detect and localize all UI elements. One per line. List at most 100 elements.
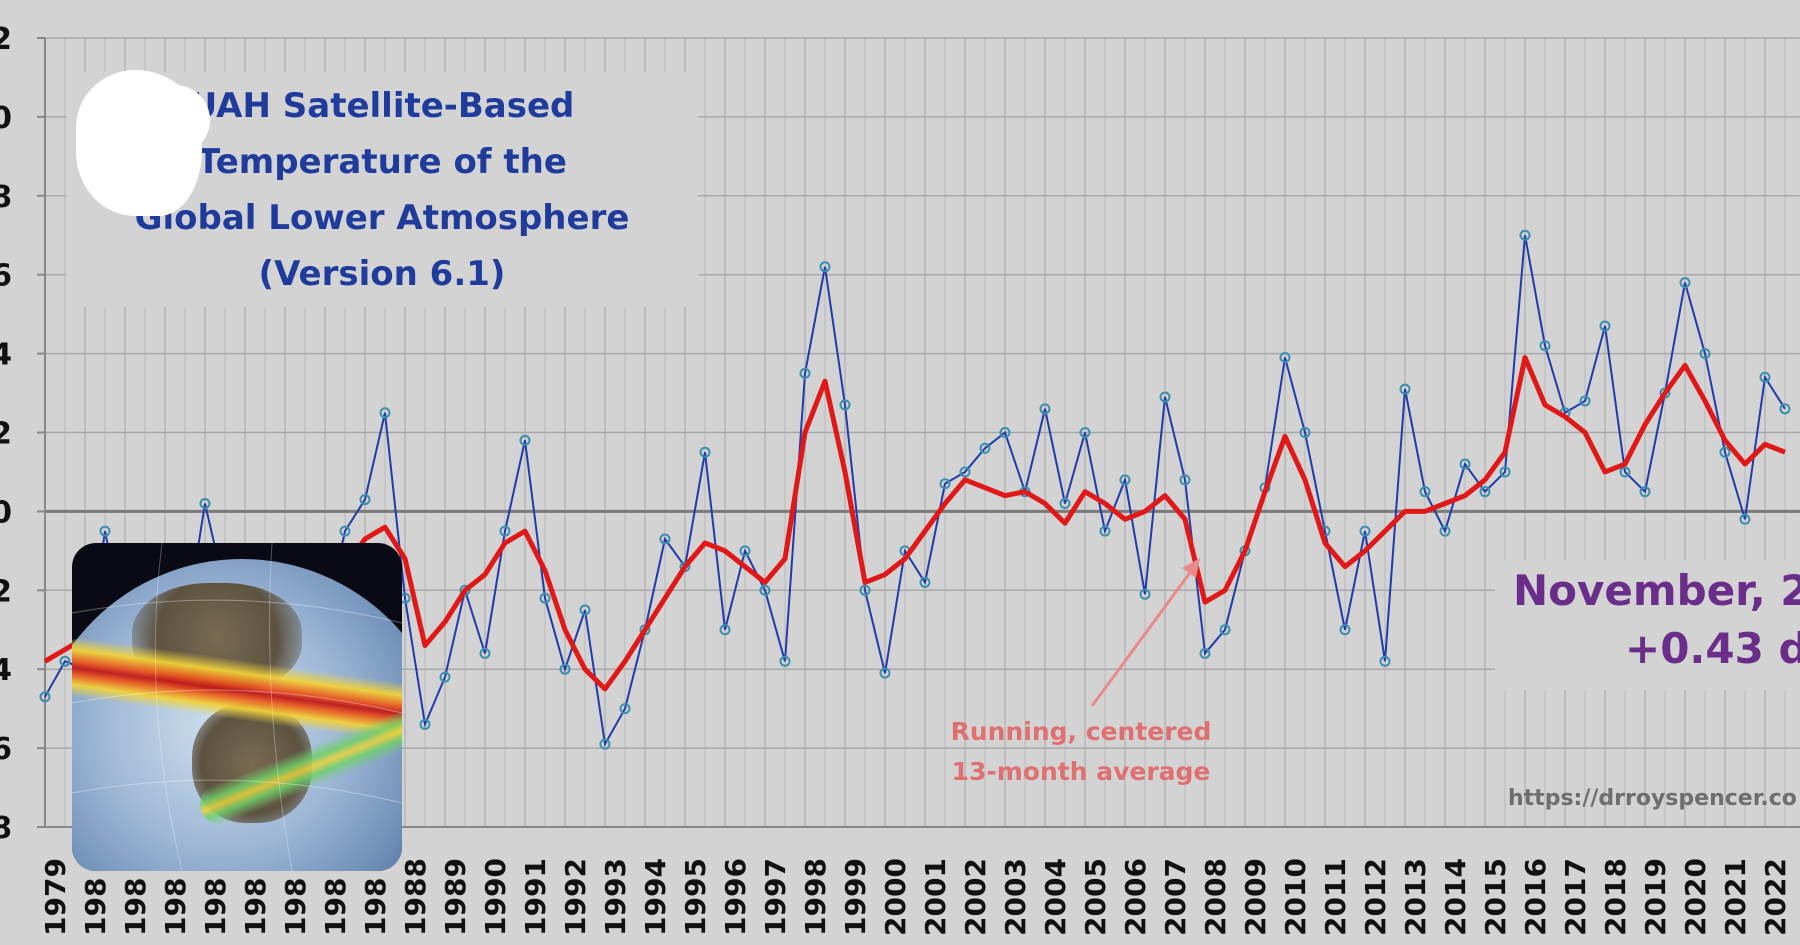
x-tick-label: 2005 bbox=[1079, 858, 1112, 936]
monthly-anomaly-point bbox=[479, 647, 491, 659]
monthly-anomaly-point bbox=[359, 494, 371, 506]
monthly-anomaly-point bbox=[659, 533, 671, 545]
monthly-anomaly-point bbox=[1599, 320, 1611, 332]
monthly-anomaly-point bbox=[739, 545, 751, 557]
chart-title-line-4: (Version 6.1) bbox=[258, 254, 506, 294]
x-tick-label: 2020 bbox=[1679, 858, 1712, 936]
x-tick-label: 2021 bbox=[1719, 858, 1752, 936]
x-tick-label: 1989 bbox=[439, 858, 472, 936]
monthly-anomaly-point bbox=[339, 525, 351, 537]
x-tick-labels: 1979 198 198 198 198 198 198 198 198 1988 1989 1990… bbox=[39, 858, 1792, 936]
monthly-anomaly-point bbox=[1179, 474, 1191, 486]
x-tick-label: 1998 bbox=[799, 858, 832, 936]
white-blob-shape-tail bbox=[140, 85, 210, 155]
monthly-anomaly-point bbox=[419, 718, 431, 730]
source-url: https://drroyspencer.co bbox=[1508, 786, 1797, 811]
x-tick-label: 2003 bbox=[999, 858, 1032, 936]
x-tick-label: 1990 bbox=[479, 858, 512, 936]
monthly-anomaly-point bbox=[1699, 348, 1711, 360]
annotation-arrow-head bbox=[1182, 558, 1200, 578]
x-tick-label: 2014 bbox=[1439, 858, 1472, 936]
y-tick-label: 4 bbox=[0, 338, 12, 373]
monthly-anomaly-point bbox=[1679, 277, 1691, 289]
monthly-anomaly-point bbox=[1199, 647, 1211, 659]
monthly-anomaly-point bbox=[539, 592, 551, 604]
monthly-anomaly-point bbox=[99, 525, 111, 537]
y-tick-labels: 8 6 4 2 0 2 4 6 8 0 2 bbox=[0, 22, 12, 846]
x-tick-label: 1994 bbox=[639, 858, 672, 936]
monthly-anomaly-point bbox=[1619, 466, 1631, 478]
monthly-anomaly-point bbox=[379, 407, 391, 419]
y-tick-label: 2 bbox=[0, 417, 12, 452]
monthly-anomaly-point bbox=[1759, 371, 1771, 383]
monthly-anomaly-point bbox=[499, 525, 511, 537]
monthly-anomaly-point bbox=[1739, 513, 1751, 525]
monthly-anomaly-point bbox=[519, 434, 531, 446]
x-tick-label: 198 bbox=[119, 878, 152, 936]
x-tick-label: 2004 bbox=[1039, 858, 1072, 936]
x-tick-label: 2018 bbox=[1599, 858, 1632, 936]
monthly-anomaly-point bbox=[779, 655, 791, 667]
x-tick-label: 1979 bbox=[39, 858, 72, 936]
x-tick-label: 2002 bbox=[959, 858, 992, 936]
latest-value-callout: November, 20 +0.43 de bbox=[1495, 560, 1800, 690]
monthly-anomaly-point bbox=[1439, 525, 1451, 537]
x-tick-label: 1999 bbox=[839, 858, 872, 936]
monthly-anomaly-point bbox=[199, 498, 211, 510]
running-average-annotation: Running, centered 13-month average bbox=[946, 712, 1216, 792]
monthly-anomaly-point bbox=[1079, 427, 1091, 438]
monthly-anomaly-point bbox=[599, 738, 611, 750]
monthly-anomaly-point bbox=[1579, 395, 1591, 407]
x-tick-label: 2001 bbox=[919, 858, 952, 936]
monthly-anomaly-point bbox=[1159, 391, 1171, 403]
monthly-anomaly-point bbox=[1519, 229, 1531, 241]
monthly-anomaly-point bbox=[1379, 655, 1391, 667]
monthly-anomaly-point bbox=[59, 655, 71, 667]
monthly-anomaly-point bbox=[1779, 403, 1791, 415]
y-tick-label: 2 bbox=[0, 22, 12, 57]
monthly-anomaly-point bbox=[1219, 624, 1231, 636]
annotation-line-2: 13-month average bbox=[951, 757, 1211, 786]
monthly-anomaly-point bbox=[719, 624, 731, 636]
globe-meridians bbox=[72, 543, 402, 871]
monthly-anomaly-point bbox=[39, 691, 51, 703]
y-tick-label: 6 bbox=[0, 259, 12, 294]
monthly-anomaly-point bbox=[1139, 588, 1151, 600]
x-tick-label: 1992 bbox=[559, 858, 592, 936]
x-tick-label: 198 bbox=[79, 878, 112, 936]
x-tick-label: 198 bbox=[159, 878, 192, 936]
x-tick-label: 1997 bbox=[759, 858, 792, 936]
monthly-anomaly-point bbox=[1639, 486, 1651, 498]
monthly-anomaly-point bbox=[619, 703, 631, 715]
x-tick-label: 2010 bbox=[1279, 858, 1312, 936]
monthly-anomaly-point bbox=[1039, 403, 1051, 415]
x-tick-label: 198 bbox=[199, 878, 232, 936]
x-tick-label: 1993 bbox=[599, 858, 632, 936]
monthly-anomaly-point bbox=[859, 584, 871, 596]
monthly-anomaly-point bbox=[559, 663, 571, 675]
monthly-anomaly-point bbox=[579, 604, 591, 616]
monthly-anomaly-point bbox=[1399, 383, 1411, 395]
monthly-anomaly-point bbox=[699, 446, 711, 458]
monthly-anomaly-point bbox=[799, 367, 811, 379]
monthly-anomaly-point bbox=[1459, 458, 1471, 470]
x-tick-label: 198 bbox=[319, 878, 352, 936]
monthly-anomaly-point bbox=[979, 442, 991, 454]
monthly-anomaly-point bbox=[1119, 474, 1131, 486]
x-tick-label: 2013 bbox=[1399, 858, 1432, 936]
x-tick-label: 2008 bbox=[1199, 858, 1232, 936]
x-tick-label: 2015 bbox=[1479, 858, 1512, 936]
annotation-arrow bbox=[1090, 558, 1200, 707]
x-tick-label: 1988 bbox=[399, 858, 432, 936]
monthly-anomaly-point bbox=[759, 584, 771, 596]
x-tick-label: 198 bbox=[279, 878, 312, 936]
x-tick-label: 198 bbox=[239, 878, 272, 936]
x-tick-label: 2011 bbox=[1319, 858, 1352, 936]
monthly-anomaly-point bbox=[1059, 498, 1071, 510]
x-tick-label: 2016 bbox=[1519, 858, 1552, 936]
monthly-anomaly-point bbox=[1499, 466, 1511, 478]
x-tick-label: 2009 bbox=[1239, 858, 1272, 936]
x-tick-label: 2006 bbox=[1119, 858, 1152, 936]
